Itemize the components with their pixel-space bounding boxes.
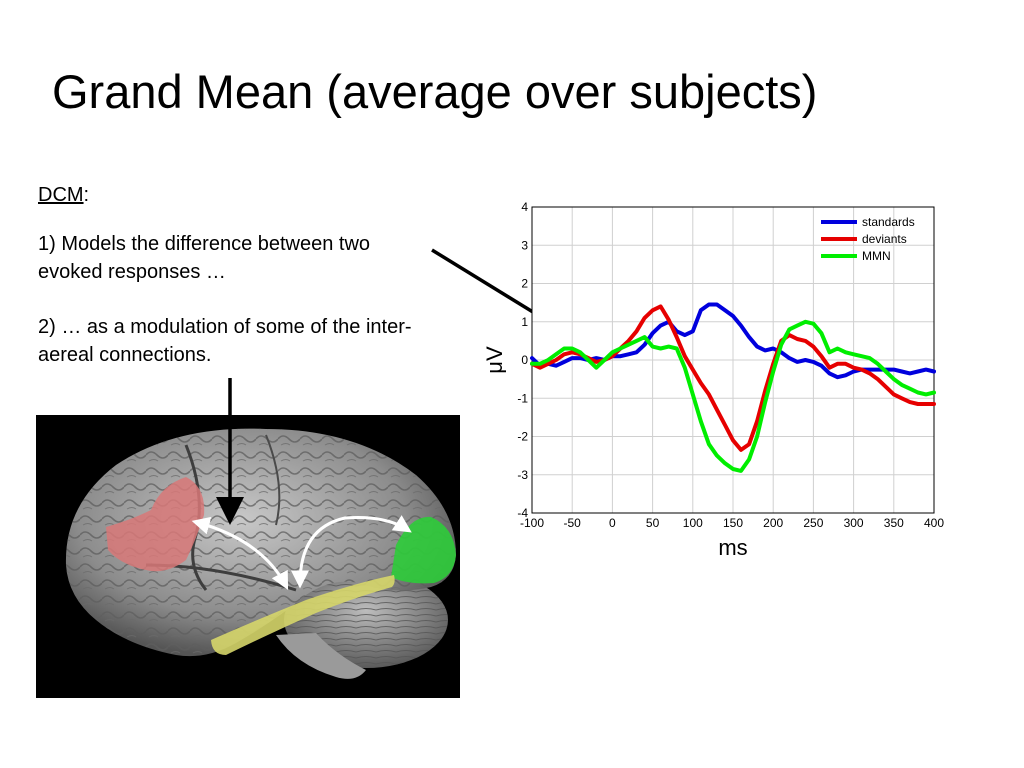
x-tick-label: 250 [803,516,823,530]
y-tick-label: -3 [517,468,528,482]
erp-chart: -100 -50 0 50 100 150 200 250 300 350 400 4 3 2 1 0 -1 -2… [482,200,944,560]
dcm-label: DCM [38,184,84,206]
dcm-colon: : [83,184,90,206]
red-region [106,477,205,572]
legend-label-deviants: deviants [862,232,907,246]
x-tick-label: 300 [844,516,864,530]
y-tick-label: 1 [521,315,528,329]
y-tick-label: 2 [521,277,528,291]
chart-legend: standards deviants MMN [821,215,915,263]
yellow-region [211,575,395,655]
x-tick-label: 100 [683,516,703,530]
series-line-deviants [530,304,936,452]
x-tick-label: -50 [564,516,582,530]
legend-label-mmn: MMN [862,249,891,263]
series-line-standards [530,302,936,380]
x-axis-label: ms [718,535,747,560]
x-tick-label: 350 [884,516,904,530]
series-line-mmn [530,319,936,473]
x-tick-label: 0 [609,516,616,530]
y-tick-label: 4 [521,200,528,214]
y-tick-label: -4 [517,506,528,520]
y-tick-label: -1 [517,391,528,405]
x-tick-label: 400 [924,516,944,530]
x-tick-label: -100 [520,516,544,530]
chart-ticks: -100 -50 0 50 100 150 200 250 300 350 400 4 3 2 1 0 -1 -2… [517,200,944,530]
slide-title: Grand Mean (average over subjects) [52,65,818,118]
x-tick-label: 200 [763,516,783,530]
x-tick-label: 150 [723,516,743,530]
y-tick-label: -2 [517,430,528,444]
dcm-heading: DCM: [38,184,89,207]
y-tick-label: 3 [521,238,528,252]
y-axis-label: μV [482,346,507,374]
brain-image [36,415,460,698]
chart-series [530,302,936,473]
x-tick-label: 50 [646,516,660,530]
point-2: 2) … as a modulation of some of the inte… [38,316,412,366]
point-1: 1) Models the difference between two evo… [38,233,371,283]
legend-label-standards: standards [862,215,915,229]
y-tick-label: 0 [521,353,528,367]
